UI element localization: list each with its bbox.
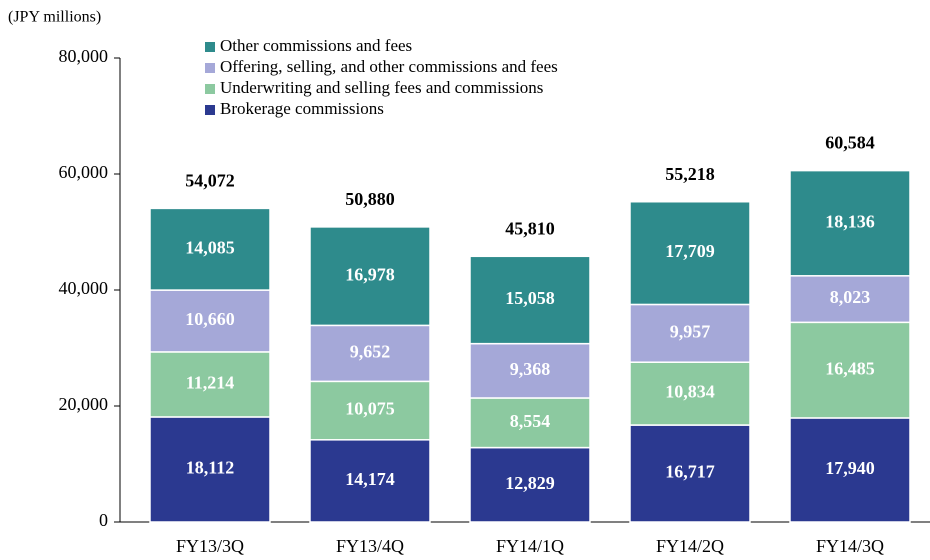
unit-label: (JPY millions) <box>8 9 101 26</box>
legend-swatch <box>205 42 215 52</box>
segment-label: 8,554 <box>510 411 551 431</box>
segment-label: 8,023 <box>830 287 871 307</box>
x-tick-label: FY14/3Q <box>816 536 884 556</box>
segment-label: 14,174 <box>345 469 395 489</box>
legend-swatch <box>205 63 215 73</box>
legend-label: Offering, selling, and other commissions… <box>220 57 558 76</box>
segment-label: 18,112 <box>186 458 235 478</box>
legend-label: Brokerage commissions <box>220 99 384 118</box>
legend-label: Underwriting and selling fees and commis… <box>220 78 543 97</box>
total-label: 55,218 <box>665 164 715 184</box>
segment-label: 10,834 <box>665 382 715 402</box>
bar-segment <box>309 324 431 383</box>
legend-label: Other commissions and fees <box>220 36 412 55</box>
bar-segment <box>629 424 751 523</box>
x-tick-label: FY13/3Q <box>176 536 244 556</box>
bar-segment <box>469 446 591 523</box>
bar-segment <box>469 342 591 399</box>
bar-segment <box>789 417 911 523</box>
x-tick-label: FY14/1Q <box>496 536 564 556</box>
bar-segment <box>149 351 271 418</box>
bar-segment <box>149 289 271 353</box>
bar-segment <box>309 380 431 441</box>
legend-swatch <box>205 105 215 115</box>
bar-segment <box>629 200 751 306</box>
total-label: 50,880 <box>345 189 395 209</box>
segment-label: 10,075 <box>345 399 395 419</box>
bar-segment <box>469 255 591 345</box>
segment-label: 16,717 <box>665 462 715 482</box>
bar-segment <box>629 361 751 426</box>
y-tick-label: 80,000 <box>59 46 109 66</box>
segment-label: 17,940 <box>825 458 875 478</box>
bar-segment <box>789 321 911 419</box>
segment-label: 15,058 <box>505 288 555 308</box>
bar-segment <box>789 169 911 277</box>
segment-label: 14,085 <box>185 237 235 257</box>
segment-label: 11,214 <box>186 373 235 393</box>
total-label: 45,810 <box>505 218 555 238</box>
y-tick-label: 40,000 <box>59 278 109 298</box>
segment-label: 9,957 <box>670 321 711 341</box>
x-tick-label: FY14/2Q <box>656 536 724 556</box>
y-tick-label: 60,000 <box>59 162 109 182</box>
legend-swatch <box>205 84 215 94</box>
segment-label: 16,978 <box>345 264 395 284</box>
segment-label: 9,652 <box>350 341 391 361</box>
total-label: 54,072 <box>185 171 235 191</box>
y-tick-label: 20,000 <box>59 394 109 414</box>
x-tick-label: FY13/4Q <box>336 536 404 556</box>
bar-segment <box>469 397 591 449</box>
segment-label: 18,136 <box>825 211 875 231</box>
bar-segment <box>309 439 431 523</box>
bar-segment <box>309 226 431 327</box>
segment-label: 17,709 <box>665 241 715 261</box>
segment-label: 10,660 <box>185 309 235 329</box>
bar-segment <box>149 207 271 291</box>
bar-segment <box>149 416 271 523</box>
segment-label: 12,829 <box>505 473 555 493</box>
total-label: 60,584 <box>825 133 875 153</box>
bar-segment <box>629 303 751 363</box>
y-tick-label: 0 <box>99 510 108 530</box>
segment-label: 9,368 <box>510 359 551 379</box>
segment-label: 16,485 <box>825 358 875 378</box>
